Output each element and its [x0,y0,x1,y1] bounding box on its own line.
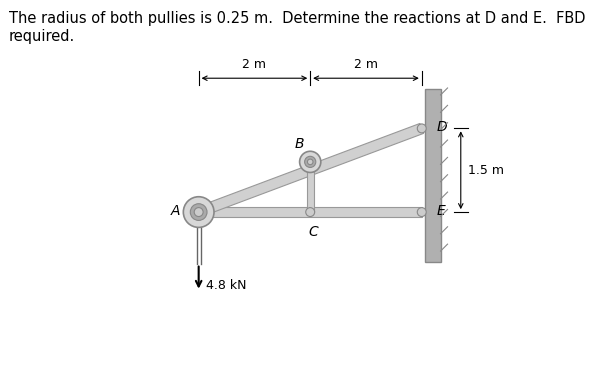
Text: D: D [437,120,447,134]
Circle shape [300,151,321,172]
Text: The radius of both pullies is 0.25 m.  Determine the reactions at D and E.  FBD
: The radius of both pullies is 0.25 m. De… [9,11,586,44]
Text: A: A [171,204,181,218]
Circle shape [417,208,426,217]
Text: E: E [437,204,446,218]
Bar [425,90,441,262]
Circle shape [308,159,313,164]
Text: C: C [308,225,318,239]
Polygon shape [199,207,422,217]
Circle shape [194,208,203,217]
Text: 4.8 kN: 4.8 kN [206,279,246,292]
Text: 2 m: 2 m [243,58,266,71]
Circle shape [184,197,214,228]
Circle shape [417,124,426,133]
Text: B: B [294,137,304,151]
Text: 1.5 m: 1.5 m [468,164,504,177]
Circle shape [305,156,316,167]
Circle shape [190,204,207,220]
Circle shape [306,208,315,217]
Polygon shape [197,123,424,217]
Text: 2 m: 2 m [354,58,378,71]
Polygon shape [306,162,314,212]
